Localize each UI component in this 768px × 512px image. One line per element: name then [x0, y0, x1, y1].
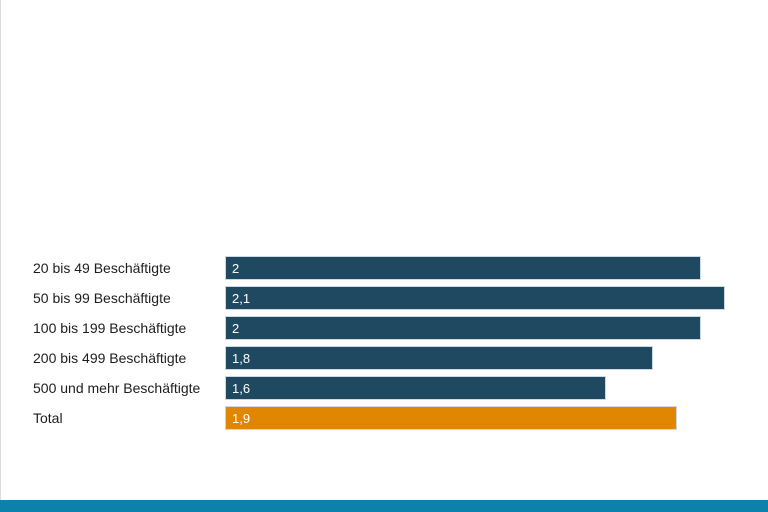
bar-row: 20 bis 49 Beschäftigte 2: [0, 253, 768, 283]
bar-value-label: 2: [232, 260, 240, 276]
bar-value-label: 1,8: [232, 350, 251, 366]
bar: 1,9: [225, 406, 678, 430]
bar: 1,8: [225, 346, 654, 370]
bar-row: 200 bis 499 Beschäftigte 1,8: [0, 343, 768, 373]
category-label: 20 bis 49 Beschäftigte: [33, 260, 171, 276]
bar-row: 100 bis 199 Beschäftigte 2: [0, 313, 768, 343]
bar-value-label: 2: [232, 320, 240, 336]
bar: 2: [225, 316, 701, 340]
bar-row: 500 und mehr Beschäftigte 1,6: [0, 373, 768, 403]
bar-value-label: 1,6: [232, 380, 251, 396]
category-label: 50 bis 99 Beschäftigte: [33, 290, 171, 306]
bar: 2: [225, 256, 701, 280]
bar: 1,6: [225, 376, 606, 400]
bar-chart: 20 bis 49 Beschäftigte 2 50 bis 99 Besch…: [0, 253, 768, 433]
category-label: 100 bis 199 Beschäftigte: [33, 320, 187, 336]
bar: 2,1: [225, 286, 725, 310]
bar-value-label: 2,1: [232, 290, 251, 306]
bar-value-label: 1,9: [232, 410, 251, 426]
category-label: Total: [33, 410, 63, 426]
bar-row: 50 bis 99 Beschäftigte 2,1: [0, 283, 768, 313]
category-label: 200 bis 499 Beschäftigte: [33, 350, 187, 366]
category-label: 500 und mehr Beschäftigte: [33, 380, 201, 396]
page-left-border: [0, 0, 1, 512]
bar-row: Total 1,9: [0, 403, 768, 433]
footer-accent-bar: [0, 500, 768, 512]
